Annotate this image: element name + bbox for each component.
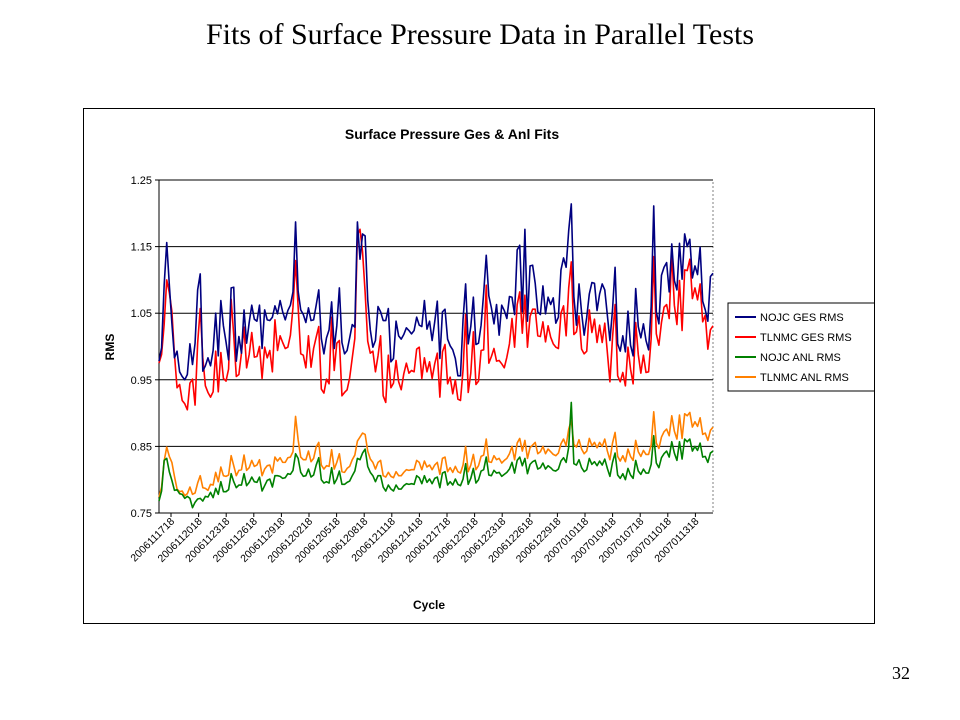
series-line-0 — [158, 203, 714, 381]
series-line-1 — [158, 228, 714, 411]
chart-title: Surface Pressure Ges & Anl Fits — [345, 126, 559, 142]
slide-title: Fits of Surface Pressure Data in Paralle… — [205, 18, 755, 51]
y-tick-label: 0.95 — [131, 375, 152, 387]
legend: NOJC GES RMS TLNMC GES RMS NOJC ANL RMS TLN… — [727, 302, 874, 392]
legend-label: TLNMC GES RMS — [760, 332, 852, 344]
series-lines — [158, 203, 714, 509]
chart-frame: Surface Pressure Ges & Anl Fits 0.75 0.85… — [83, 108, 875, 624]
x-axis: 2006111718200611201820061123182006112618… — [128, 512, 713, 565]
series-line-3 — [158, 410, 714, 498]
legend-label: NOJC ANL RMS — [760, 352, 841, 364]
y-axis-label: RMS — [103, 334, 117, 361]
x-axis-label: Cycle — [413, 598, 445, 612]
legend-label: NOJC GES RMS — [760, 312, 844, 324]
page-number: 32 — [892, 663, 910, 683]
series-line-2 — [158, 401, 714, 509]
y-axis: 0.75 0.85 0.95 1.05 1.15 1.25 — [131, 175, 160, 520]
legend-label: TLNMC ANL RMS — [760, 372, 849, 384]
y-tick-label: 1.05 — [131, 308, 152, 320]
y-tick-label: 0.75 — [131, 508, 152, 520]
y-tick-label: 0.85 — [131, 441, 152, 453]
y-tick-label: 1.15 — [131, 242, 152, 254]
line-chart: Surface Pressure Ges & Anl Fits 0.75 0.85… — [103, 126, 874, 612]
y-tick-label: 1.25 — [131, 175, 152, 187]
